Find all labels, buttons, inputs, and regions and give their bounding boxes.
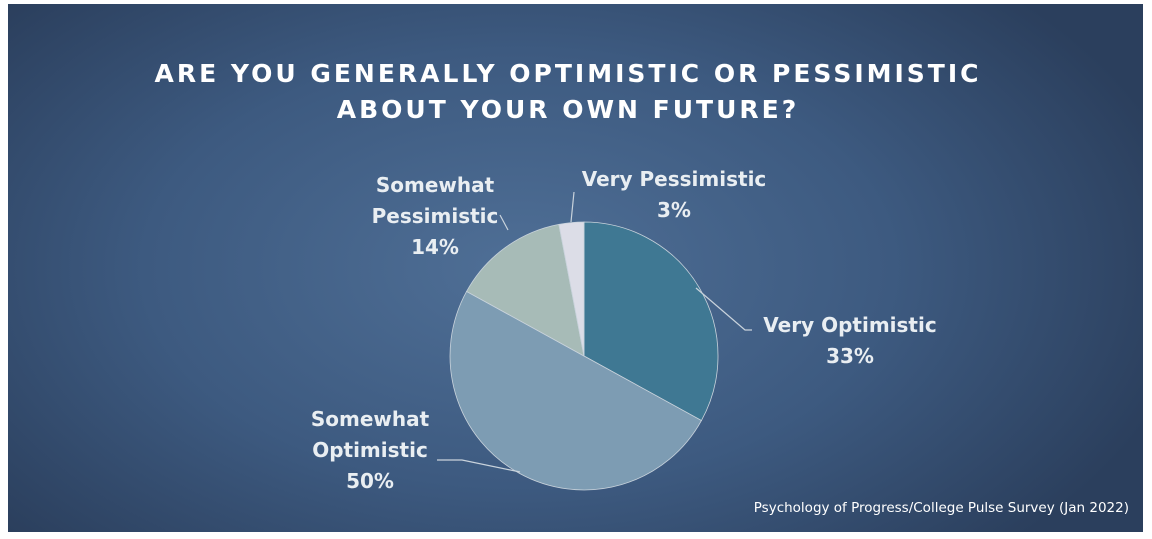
leader-line [437,459,521,473]
pie-slice [558,221,585,357]
slice-label: Very Optimistic 33% [740,310,960,372]
pie-slice [466,223,585,357]
value-label: 50% [346,469,394,493]
chart [437,191,752,491]
category-label: Somewhat Optimistic [310,407,430,462]
slice-label: Somewhat Pessimistic 14% [360,170,510,263]
category-label: Very Pessimistic [581,167,767,191]
slice-label: Very Pessimistic 3% [564,164,784,226]
source-note: Psychology of Progress/College Pulse Sur… [753,500,1129,516]
value-label: 33% [826,344,874,368]
slice-label: Somewhat Optimistic 50% [295,404,445,497]
value-label: 14% [411,235,459,259]
value-label: 3% [657,198,691,222]
chart-title: ARE YOU GENERALLY OPTIMISTIC OR PESSIMIS… [154,59,982,124]
category-label: Very Optimistic [763,313,937,337]
leader-line [570,191,575,223]
category-label: Somewhat Pessimistic [371,173,499,228]
chart-panel: ARE YOU GENERALLY OPTIMISTIC OR PESSIMIS… [8,4,1143,532]
pie-slice [449,290,702,491]
pie-slice [583,221,719,422]
leader-line [695,287,752,331]
leader-line [499,214,509,231]
